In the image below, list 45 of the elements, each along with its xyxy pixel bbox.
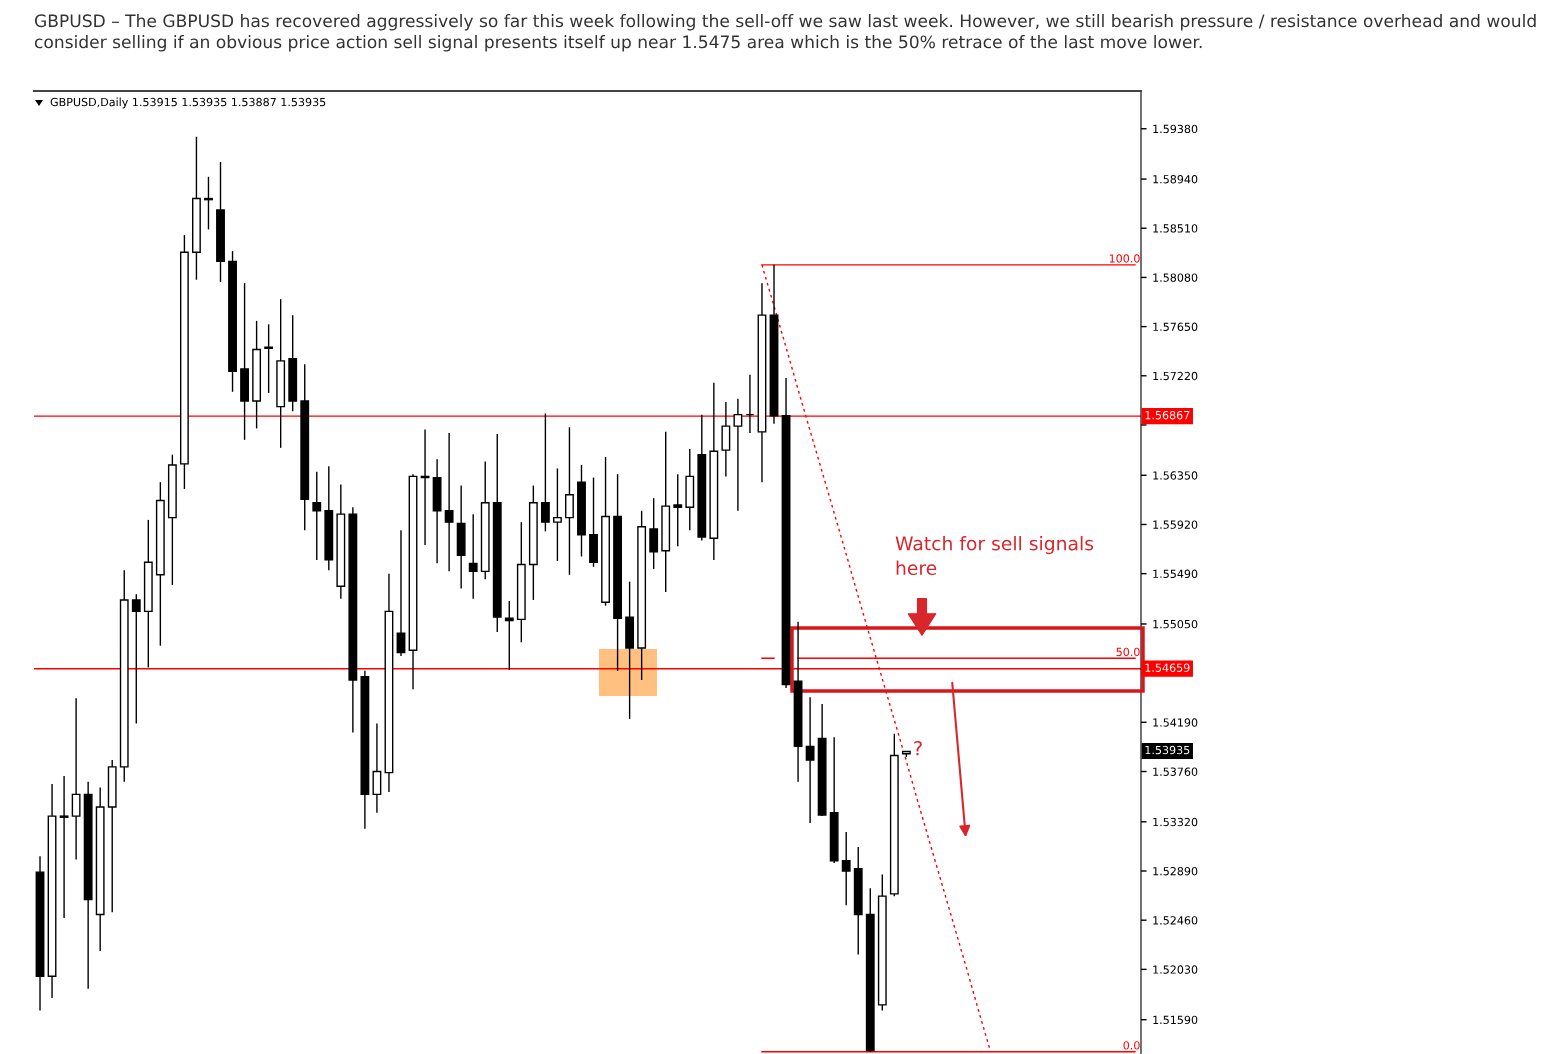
candlestick	[312, 471, 322, 561]
annotation: GBPUSD,Daily 1.53915 1.53935 1.53887 1.53935	[50, 97, 326, 109]
y-tick-label: 1.58940	[1153, 175, 1198, 184]
candlestick	[649, 497, 659, 570]
y-tick-label: 1.56350	[1153, 471, 1198, 480]
y-tick-label: 1.51590	[1153, 1015, 1198, 1025]
candlestick	[264, 323, 274, 394]
y-tick-label: 1.52460	[1153, 916, 1198, 925]
text: 1.53935	[1145, 745, 1190, 755]
candlestick	[468, 513, 478, 600]
candlestick	[540, 412, 550, 533]
candlestick	[204, 176, 213, 231]
candlestick	[131, 593, 141, 725]
annotation: Watch for sell signals here	[895, 536, 1094, 576]
candlestick	[71, 697, 81, 861]
series-label: 100.0	[1109, 254, 1140, 263]
ref-line-label: 1.54659	[1145, 663, 1190, 672]
annotation: ?	[914, 740, 922, 756]
candlestick	[673, 473, 683, 547]
y-tick-label: 1.55050	[1153, 619, 1198, 629]
candlestick	[805, 696, 815, 824]
y-tick-label: 1.57650	[1153, 322, 1198, 331]
candlestick	[59, 775, 69, 919]
y-tick-label: 1.53760	[1153, 767, 1198, 776]
ref-line-label: 1.56867	[1145, 410, 1190, 420]
y-tick-label: 1.52890	[1153, 866, 1198, 876]
y-tick-label: 1.59380	[1153, 124, 1198, 134]
y-tick-label: 1.54190	[1153, 718, 1198, 727]
y-tick-label: 1.58080	[1153, 273, 1198, 282]
series-label: 50.0	[1116, 647, 1140, 657]
y-tick-label: 1.55920	[1153, 520, 1198, 529]
candlestick	[552, 467, 562, 562]
series-label: 0.0	[1123, 1041, 1140, 1050]
chart-title: GBPUSD – The GBPUSD has recovered aggressively so far this week following the sell-off we saw last week. However, we still bearish pressure / resistance overhead and would consider selling if an obvious price action sell signal presents itself up near 1.5475 area which is the 50% retrace of the last move lower.	[34, 14, 1536, 52]
candlestick	[396, 529, 406, 657]
y-tick-label: 1.55490	[1153, 569, 1198, 579]
candlestick	[444, 432, 454, 573]
y-tick-label: 1.53320	[1153, 817, 1198, 827]
y-tick-label: 1.58510	[1153, 224, 1198, 233]
candlestick	[841, 831, 851, 907]
candlestick	[372, 722, 382, 814]
y-tick-label: 1.57220	[1153, 371, 1198, 381]
candlestick	[565, 426, 574, 576]
candlestick	[733, 397, 743, 512]
y-tick-label: 1.52030	[1153, 965, 1198, 974]
